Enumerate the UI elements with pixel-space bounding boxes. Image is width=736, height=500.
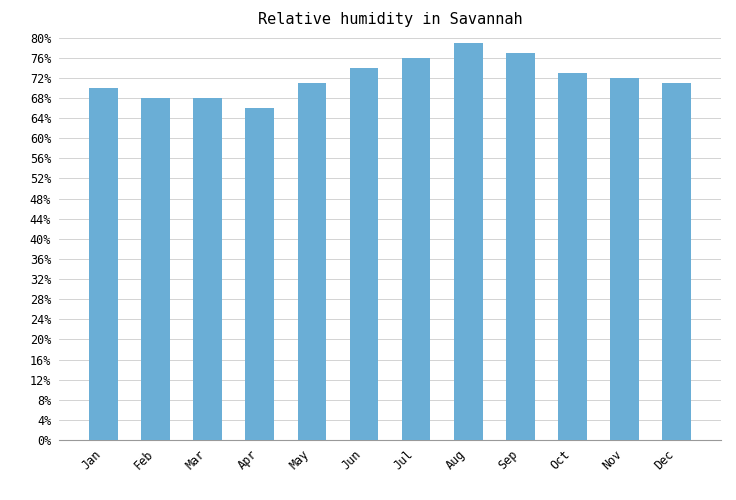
Bar <box>89 88 118 440</box>
Bar <box>610 78 639 440</box>
Bar <box>506 52 535 440</box>
Bar <box>558 72 587 440</box>
Bar <box>245 108 274 440</box>
Title: Relative humidity in Savannah: Relative humidity in Savannah <box>258 12 523 27</box>
Bar <box>297 83 326 440</box>
Bar <box>350 68 378 440</box>
Bar <box>662 83 691 440</box>
Bar <box>402 58 431 440</box>
Bar <box>141 98 170 440</box>
Bar <box>194 98 222 440</box>
Bar <box>454 42 483 440</box>
